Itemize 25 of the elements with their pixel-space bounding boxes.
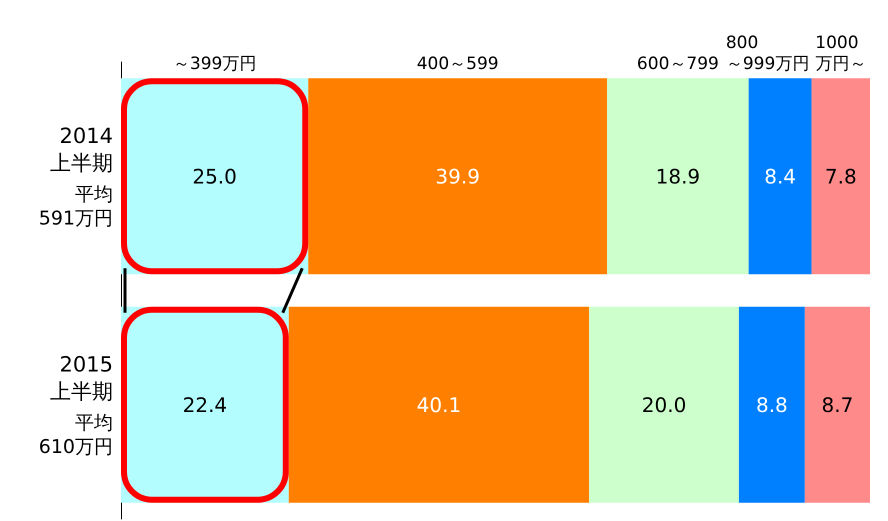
bar xyxy=(804,306,870,503)
y-tick-label: 2014 上半期 xyxy=(50,124,113,175)
data-label: 20.0 xyxy=(642,392,686,417)
data-label: 8.4 xyxy=(764,164,796,188)
data-label: 18.9 xyxy=(656,164,700,188)
y-tick-label: 2015 上半期 xyxy=(50,352,113,404)
data-label: 8.7 xyxy=(822,392,854,417)
data-label: 39.9 xyxy=(435,164,480,188)
text: 平均610万円 xyxy=(38,412,113,458)
series-label: 1000 万円～ xyxy=(815,32,866,74)
series-label: ～399万円 xyxy=(172,54,256,74)
series-label: 600～799 xyxy=(636,54,719,74)
text: 平均591万円 xyxy=(38,183,113,230)
bar xyxy=(738,306,805,503)
bar xyxy=(748,78,812,274)
data-label: 22.4 xyxy=(182,392,228,417)
data-label: 40.1 xyxy=(416,392,462,417)
data-label: 7.8 xyxy=(824,164,857,188)
series-label: 400～599 xyxy=(416,54,499,74)
data-label: 8.8 xyxy=(756,392,788,417)
data-label: 25.0 xyxy=(192,164,237,188)
bar xyxy=(589,306,739,503)
bar xyxy=(607,78,749,274)
bar xyxy=(812,78,870,274)
series-label: 800 ～999万円 xyxy=(726,32,810,74)
